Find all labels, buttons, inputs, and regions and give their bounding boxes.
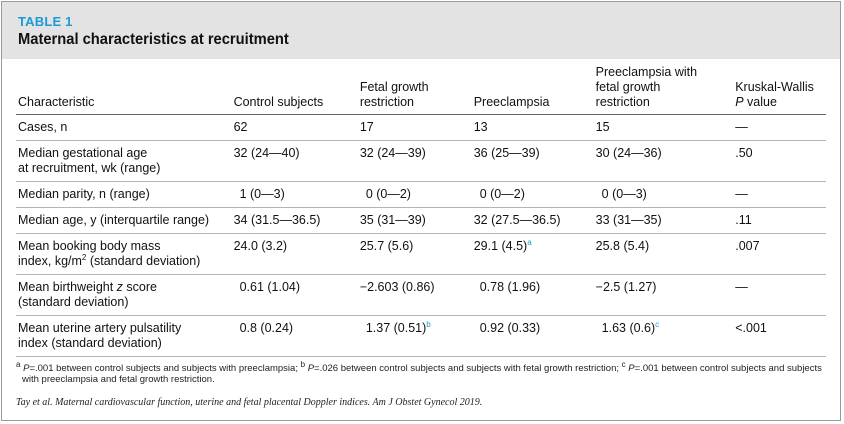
col-header-control: Control subjects — [229, 62, 356, 115]
cell: <.001 — [731, 315, 826, 357]
cell: 24.0 (3.2) — [229, 233, 356, 275]
table-label: TABLE 1 — [18, 14, 73, 29]
footnote-ref-b: b — [426, 319, 431, 329]
cell: 13 — [469, 114, 592, 141]
table-footnotes: a P=.001 between control subjects and su… — [16, 359, 822, 385]
data-table: Characteristic Control subjects Fetal gr… — [16, 62, 826, 357]
cell: 25.7 (5.6) — [355, 233, 470, 275]
cell: 0.78 (1.96) — [469, 274, 592, 316]
cell: 33 (31—35) — [591, 207, 732, 234]
col-header-characteristic: Characteristic — [16, 62, 230, 115]
header-row: Characteristic Control subjects Fetal gr… — [16, 62, 826, 115]
col-header-fgr: Fetal growth restriction — [355, 62, 470, 115]
footnote-ref-c: c — [655, 319, 660, 329]
cell: 0 (0—2) — [355, 181, 470, 208]
table-row: Median gestational age at recruitment, wk… — [16, 140, 826, 182]
cell: 32 (27.5—36.5) — [469, 207, 592, 234]
cell: .11 — [731, 207, 826, 234]
cell: −2.603 (0.86) — [355, 274, 470, 316]
col-header-preeclampsia: Preeclampsia — [469, 62, 592, 115]
table-row: Median parity, n (range) 1 (0—3) 0 (0—2)… — [16, 181, 826, 208]
cell: .50 — [731, 140, 826, 182]
cell: 0.61 (1.04) — [229, 274, 356, 316]
cell: 0.8 (0.24) — [229, 315, 356, 357]
cell: 1.37 (0.51)b — [355, 315, 470, 357]
cell: 32 (24—39) — [355, 140, 470, 182]
cell: 1 (0—3) — [229, 181, 356, 208]
cell: 36 (25—39) — [469, 140, 592, 182]
cell: 0 (0—2) — [469, 181, 592, 208]
table-row: Cases, n 62 17 13 15 — — [16, 114, 826, 141]
cell: — — [731, 114, 826, 141]
cell: — — [731, 274, 826, 316]
table-row: Mean birthweight z score (standard deviat… — [16, 274, 826, 316]
cell: 25.8 (5.4) — [591, 233, 732, 275]
col-header-pe-fgr: Preeclampsia with fetal growth restriction — [591, 62, 732, 115]
cell: 1.63 (0.6)c — [591, 315, 732, 357]
cell: 29.1 (4.5)a — [469, 233, 592, 275]
row-label: Mean booking body mass index, kg/m2 (stan… — [16, 233, 230, 275]
table-row: Mean booking body mass index, kg/m2 (stan… — [16, 233, 826, 275]
table-row: Median age, y (interquartile range) 34 (… — [16, 207, 826, 234]
row-label: Mean uterine artery pulsatility index (st… — [16, 315, 230, 357]
cell: 32 (24—40) — [229, 140, 356, 182]
cell: 15 — [591, 114, 732, 141]
col-header-kw-pvalue: Kruskal-Wallis P value — [731, 62, 826, 115]
cell: 35 (31—39) — [355, 207, 470, 234]
cell: −2.5 (1.27) — [591, 274, 732, 316]
cell: 30 (24—36) — [591, 140, 732, 182]
footnote-ref-a: a — [527, 237, 532, 247]
citation: Tay et al. Maternal cardiovascular funct… — [16, 397, 483, 408]
cell: 17 — [355, 114, 470, 141]
cell: .007 — [731, 233, 826, 275]
cell: — — [731, 181, 826, 208]
cell: 62 — [229, 114, 356, 141]
cell: 0 (0—3) — [591, 181, 732, 208]
row-label: Mean birthweight z score (standard deviat… — [16, 274, 230, 316]
row-label: Median gestational age at recruitment, wk… — [16, 140, 230, 182]
cell: 34 (31.5—36.5) — [229, 207, 356, 234]
table-title: Maternal characteristics at recruitment — [18, 31, 289, 48]
row-label: Median age, y (interquartile range) — [16, 207, 230, 234]
row-label: Cases, n — [16, 114, 230, 141]
row-label: Median parity, n (range) — [16, 181, 230, 208]
table-header-band: TABLE 1 Maternal characteristics at recr… — [2, 2, 840, 59]
table-row: Mean uterine artery pulsatility index (st… — [16, 315, 826, 357]
cell: 0.92 (0.33) — [469, 315, 592, 357]
